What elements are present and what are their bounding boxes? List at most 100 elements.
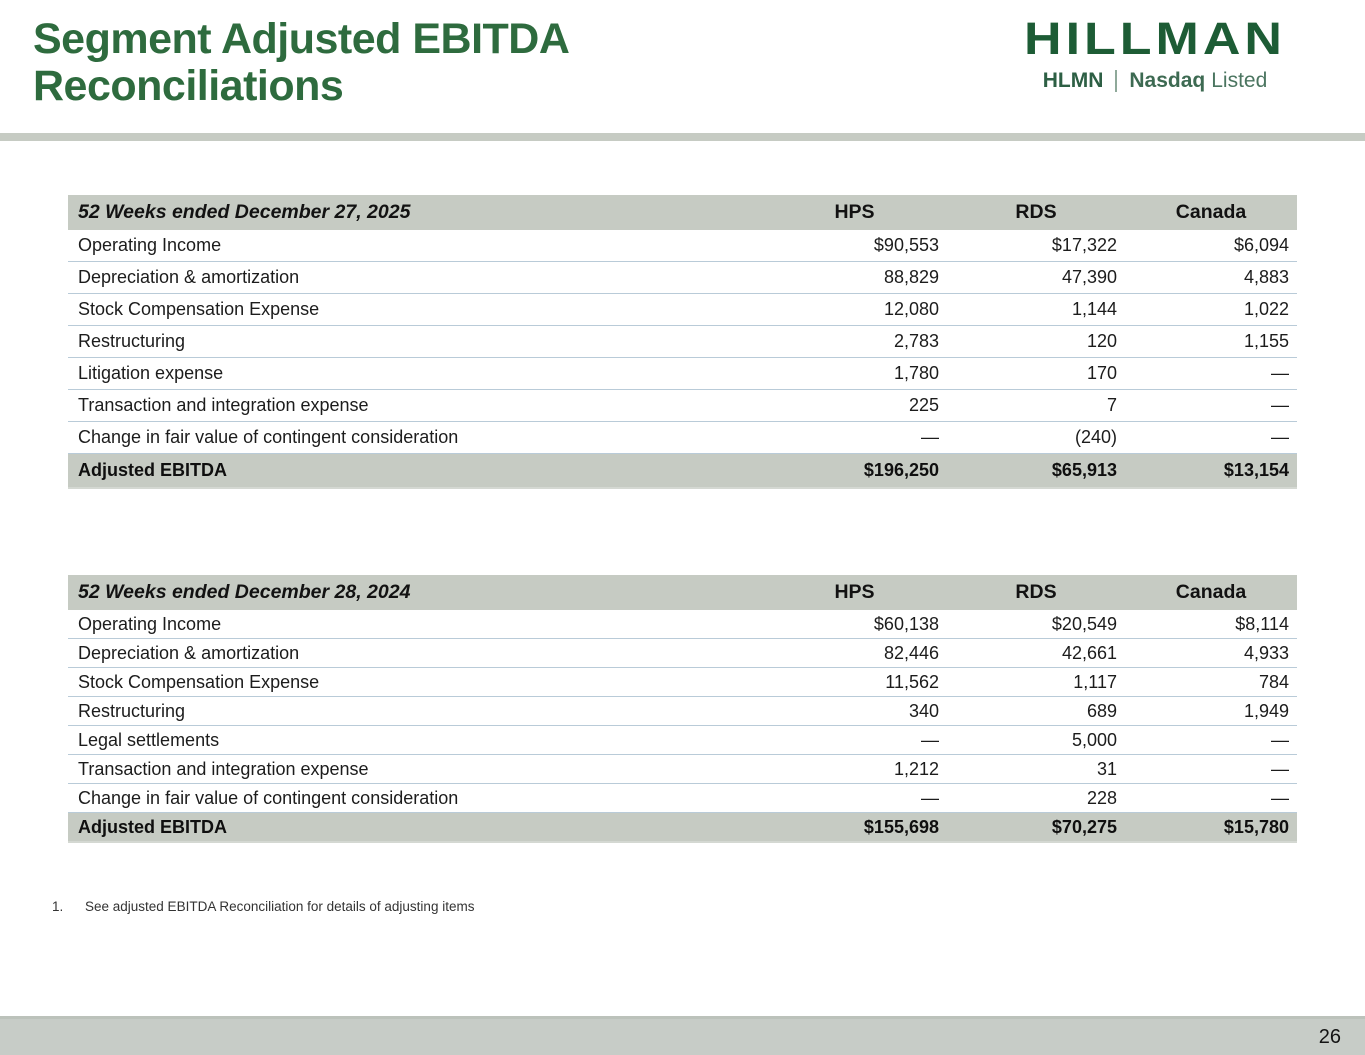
page-title-line1: Segment Adjusted EBITDA: [33, 15, 570, 63]
nasdaq-label: Nasdaq: [1129, 69, 1206, 93]
footnote-text: See adjusted EBITDA Reconciliation for d…: [85, 899, 475, 914]
value-canada: —: [1271, 787, 1289, 808]
value-hps: 225: [908, 395, 939, 415]
period-label: 52 Weeks ended December 28, 2024: [68, 575, 762, 610]
row-label: Transaction and integration expense: [78, 758, 369, 779]
table-row: Change in fair value of contingent consi…: [68, 784, 1297, 813]
adjusted-ebitda-total-row: Adjusted EBITDA $155,698 $70,275 $15,780: [68, 812, 1297, 842]
footnote: 1. See adjusted EBITDA Reconciliation fo…: [52, 899, 1365, 914]
value-canada: —: [1271, 729, 1289, 750]
value-rds: 47,390: [1061, 267, 1117, 287]
value-hps: $90,553: [873, 235, 939, 255]
value-canada: —: [1271, 758, 1289, 779]
slide-content: 52 Weeks ended December 27, 2025 HPS RDS…: [68, 195, 1297, 843]
value-rds: 7: [1106, 395, 1117, 415]
table-52-weeks-2025: 52 Weeks ended December 27, 2025 HPS RDS…: [68, 195, 1297, 489]
slide-header: Segment Adjusted EBITDA Reconciliations …: [0, 0, 1365, 133]
table-row: Operating Income $90,553 $17,322 $6,094: [68, 230, 1297, 262]
value-hps: $60,138: [873, 613, 939, 634]
row-label: Restructuring: [78, 700, 186, 721]
total-hps: $196,250: [863, 460, 939, 480]
row-label: Litigation expense: [78, 363, 224, 383]
total-rds: $70,275: [1051, 816, 1117, 837]
value-canada: 1,949: [1243, 700, 1289, 721]
value-canada: 1,155: [1243, 331, 1289, 351]
value-canada: $6,094: [1233, 235, 1289, 255]
table-52-weeks-2024: 52 Weeks ended December 28, 2024 HPS RDS…: [68, 575, 1297, 843]
ticker-symbol: HLMN: [1042, 69, 1104, 93]
table-row: Depreciation & amortization 88,829 47,39…: [68, 262, 1297, 294]
total-hps: $155,698: [863, 816, 939, 837]
page-number: 26: [1318, 1025, 1341, 1048]
table-row: Stock Compensation Expense 11,562 1,117 …: [68, 668, 1297, 697]
total-label: Adjusted EBITDA: [78, 816, 228, 837]
page-title: Segment Adjusted EBITDA Reconciliations: [33, 15, 570, 111]
table-row: Legal settlements — 5,000 —: [68, 726, 1297, 755]
value-canada: —: [1271, 363, 1289, 383]
value-rds: 31: [1096, 758, 1117, 779]
value-rds: $20,549: [1051, 613, 1117, 634]
table-row: Litigation expense 1,780 170 —: [68, 358, 1297, 390]
column-header-canada: Canada: [1125, 575, 1297, 610]
total-rds: $65,913: [1051, 460, 1117, 480]
value-rds: 1,144: [1071, 299, 1117, 319]
row-label: Operating Income: [78, 613, 222, 634]
value-hps: 340: [908, 700, 939, 721]
value-hps: —: [921, 787, 939, 808]
value-rds: $17,322: [1051, 235, 1117, 255]
value-canada: —: [1271, 395, 1289, 415]
row-label: Restructuring: [78, 331, 186, 351]
value-canada: $8,114: [1235, 613, 1289, 634]
hillman-logo: HILLMAN HLMN Nasdaq Listed: [981, 13, 1329, 93]
hillman-wordmark: HILLMAN: [1024, 13, 1286, 65]
footer-bar: 26: [0, 1016, 1365, 1055]
table-row: Depreciation & amortization 82,446 42,66…: [68, 639, 1297, 668]
value-hps: 82,446: [883, 642, 939, 663]
value-canada: 784: [1258, 671, 1289, 692]
column-header-rds: RDS: [947, 575, 1125, 610]
vertical-divider-icon: [1115, 70, 1118, 93]
value-hps: 1,212: [893, 758, 939, 779]
table-header-row: 52 Weeks ended December 28, 2024 HPS RDS…: [68, 575, 1297, 610]
header-divider-bar: [0, 133, 1365, 141]
nasdaq-listing-line: HLMN Nasdaq Listed: [981, 69, 1329, 93]
value-rds: 120: [1086, 331, 1117, 351]
total-label: Adjusted EBITDA: [78, 460, 228, 480]
column-header-hps: HPS: [762, 195, 947, 230]
value-canada: 4,933: [1243, 642, 1289, 663]
value-canada: 1,022: [1243, 299, 1289, 319]
row-label: Legal settlements: [78, 729, 220, 750]
value-rds: 5,000: [1071, 729, 1117, 750]
column-header-canada: Canada: [1125, 195, 1297, 230]
value-rds: 170: [1086, 363, 1117, 383]
table-row: Restructuring 340 689 1,949: [68, 697, 1297, 726]
total-canada: $13,154: [1223, 460, 1289, 480]
column-header-hps: HPS: [762, 575, 947, 610]
row-label: Depreciation & amortization: [78, 267, 300, 287]
listed-label: Listed: [1211, 69, 1268, 93]
value-hps: —: [921, 427, 939, 447]
value-hps: 88,829: [883, 267, 939, 287]
row-label: Depreciation & amortization: [78, 642, 300, 663]
value-rds: (240): [1074, 427, 1117, 447]
row-label: Operating Income: [78, 235, 222, 255]
value-canada: 4,883: [1243, 267, 1289, 287]
column-header-rds: RDS: [947, 195, 1125, 230]
table-row: Transaction and integration expense 1,21…: [68, 755, 1297, 784]
table-row: Restructuring 2,783 120 1,155: [68, 326, 1297, 358]
table-row: Stock Compensation Expense 12,080 1,144 …: [68, 294, 1297, 326]
value-rds: 42,661: [1061, 642, 1117, 663]
value-rds: 228: [1086, 787, 1117, 808]
total-canada: $15,780: [1223, 816, 1289, 837]
value-hps: 2,783: [893, 331, 939, 351]
value-hps: —: [921, 729, 939, 750]
row-label: Change in fair value of contingent consi…: [78, 787, 459, 808]
table-row: Transaction and integration expense 225 …: [68, 390, 1297, 422]
value-canada: —: [1271, 427, 1289, 447]
adjusted-ebitda-total-row: Adjusted EBITDA $196,250 $65,913 $13,154: [68, 453, 1297, 488]
table-row: Change in fair value of contingent consi…: [68, 422, 1297, 454]
table-row: Operating Income $60,138 $20,549 $8,114: [68, 610, 1297, 639]
value-rds: 1,117: [1073, 671, 1117, 692]
period-label: 52 Weeks ended December 27, 2025: [68, 195, 762, 230]
value-hps: 11,562: [885, 671, 939, 692]
